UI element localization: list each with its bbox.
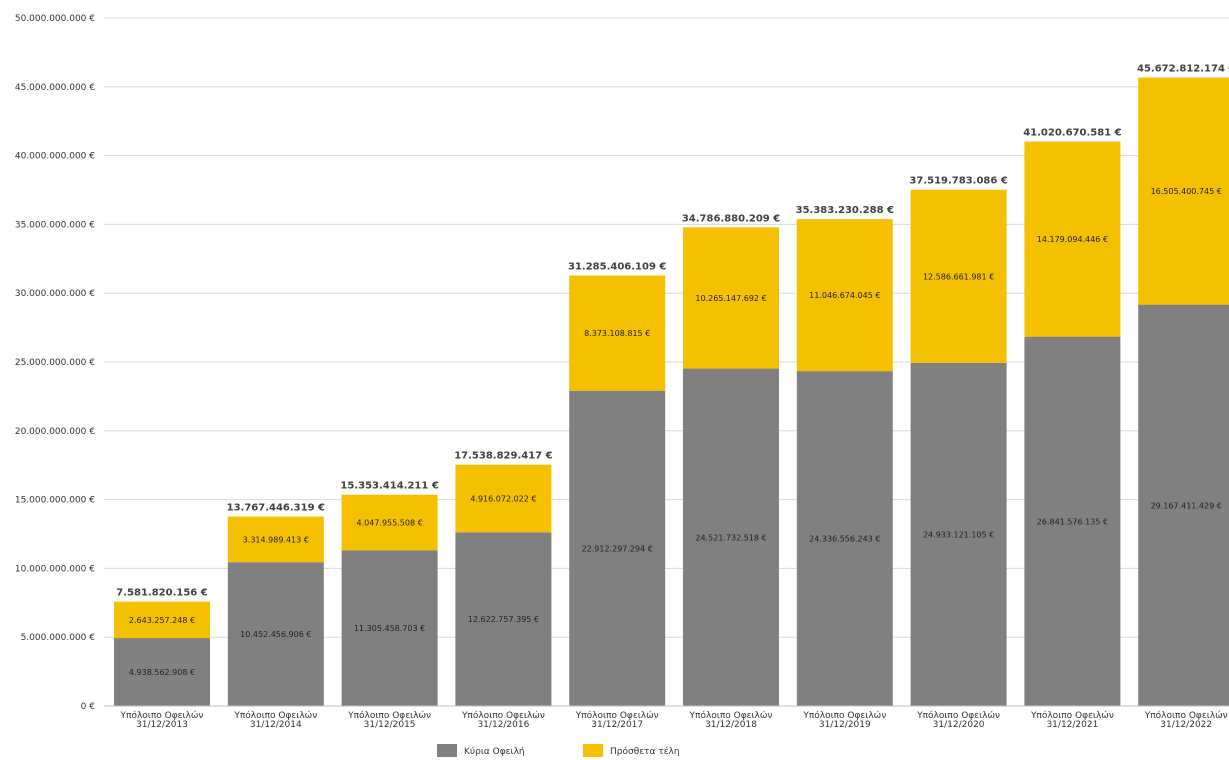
bar-total-label: 17.538.829.417 € — [454, 451, 552, 462]
y-axis: 0 € 5.000.000.000 € 10.000.000.000 € 15.000… — [15, 14, 95, 712]
y-tick-label: 0 € — [81, 702, 96, 712]
x-tick-label-date: 31/12/2016 — [477, 720, 529, 730]
x-tick-label: Υπόλοιπο Οφειλών — [916, 710, 1000, 721]
segment-value-label: 11.046.674.045 € — [809, 291, 880, 300]
x-tick-label-date: 31/12/2021 — [1046, 720, 1098, 730]
segment-value-label: 12.622.757.395 € — [468, 615, 539, 624]
x-tick-label-date: 31/12/2019 — [819, 720, 871, 730]
x-tick-label: Υπόλοιπο Οφειλών — [689, 710, 773, 721]
x-tick-label-date: 31/12/2015 — [364, 720, 416, 730]
segment-value-label: 10.265.147.692 € — [695, 294, 766, 303]
bars: 4.938.562.908 € 2.643.257.248 € 7.581.820.… — [114, 64, 1229, 706]
y-tick-label: 10.000.000.000 € — [15, 564, 95, 574]
y-tick-label: 50.000.000.000 € — [15, 14, 95, 24]
segment-value-label: 2.643.257.248 € — [129, 616, 195, 625]
x-tick-label-date: 31/12/2022 — [1160, 720, 1212, 730]
x-tick-label: Υπόλοιπο Οφειλών — [1144, 710, 1228, 721]
bar-total-label: 41.020.670.581 € — [1023, 128, 1121, 139]
legend-label: Πρόσθετα τέλη — [610, 746, 680, 757]
x-tick-label: Υπόλοιπο Οφειλών — [802, 710, 886, 721]
bar-segment-surcharges — [569, 275, 666, 391]
y-tick-label: 25.000.000.000 € — [15, 358, 95, 368]
bar-segment-principal — [1024, 336, 1121, 706]
bar-total-label: 15.353.414.211 € — [340, 481, 438, 492]
segment-value-label: 12.586.661.981 € — [923, 272, 994, 281]
bar-total-label: 34.786.880.209 € — [682, 213, 780, 224]
legend-swatch — [437, 744, 457, 757]
y-tick-label: 30.000.000.000 € — [15, 289, 95, 299]
segment-value-label: 29.167.411.429 € — [1151, 501, 1222, 510]
segment-value-label: 24.521.732.518 € — [695, 533, 766, 542]
bar-segment-surcharges — [796, 219, 893, 372]
bar-segment-principal — [683, 368, 779, 706]
segment-value-label: 26.841.576.135 € — [1037, 517, 1108, 526]
bar-segment-surcharges — [455, 464, 552, 533]
bar-segment-principal — [569, 390, 666, 706]
bar-total-label: 13.767.446.319 € — [227, 503, 325, 514]
bar-segment-surcharges — [910, 189, 1007, 363]
bar-segment-surcharges — [114, 601, 210, 639]
x-tick-label: Υπόλοιπο Οφειλών — [347, 710, 431, 721]
y-tick-label: 45.000.000.000 € — [15, 83, 95, 93]
bar-segment-principal — [910, 362, 1007, 706]
y-tick-label: 5.000.000.000 € — [21, 633, 96, 643]
bar-segment-principal — [455, 532, 552, 706]
x-tick-label: Υπόλοιπο Οφειλών — [120, 710, 204, 721]
segment-value-label: 24.933.121.105 € — [923, 530, 994, 539]
segment-value-label: 22.912.297.294 € — [582, 544, 653, 553]
bar-total-label: 35.383.230.288 € — [796, 205, 894, 216]
bar-segment-surcharges — [227, 516, 324, 563]
segment-value-label: 4.916.072.022 € — [470, 494, 536, 503]
bar-total-label: 45.672.812.174 € — [1137, 64, 1229, 75]
bar-segment-principal — [114, 638, 210, 706]
bar-segment-principal — [227, 562, 324, 706]
segment-value-label: 4.938.562.908 € — [129, 668, 195, 677]
x-tick-label: Υπόλοιπο Οφειλών — [461, 710, 545, 721]
y-tick-label: 35.000.000.000 € — [15, 220, 95, 230]
bar-segment-principal — [341, 550, 438, 706]
segment-value-label: 10.452.456.906 € — [240, 630, 311, 639]
bar-segment-principal — [1138, 304, 1229, 706]
x-tick-label: Υπόλοιπο Οφειλών — [575, 710, 659, 721]
bar-segment-surcharges — [1024, 141, 1121, 337]
bar-segment-surcharges — [683, 227, 779, 369]
x-tick-label: Υπόλοιπο Οφειλών — [1030, 710, 1114, 721]
legend: Κύρια Οφειλή Πρόσθετα τέλη — [437, 744, 680, 757]
segment-value-label: 24.336.556.243 € — [809, 535, 880, 544]
bar-segment-surcharges — [341, 494, 438, 551]
legend-swatch — [583, 744, 603, 757]
bar-segment-surcharges — [1138, 77, 1229, 305]
segment-value-label: 14.179.094.446 € — [1037, 235, 1108, 244]
x-tick-label-date: 31/12/2014 — [250, 720, 302, 730]
y-tick-label: 40.000.000.000 € — [15, 152, 95, 162]
y-tick-label: 15.000.000.000 € — [15, 496, 95, 506]
x-tick-label-date: 31/12/2020 — [933, 720, 985, 730]
segment-value-label: 16.505.400.745 € — [1151, 187, 1222, 196]
segment-value-label: 8.373.108.815 € — [584, 329, 650, 338]
bar-segment-principal — [796, 371, 893, 706]
bar-total-label: 31.285.406.109 € — [568, 262, 666, 273]
segment-value-label: 3.314.989.413 € — [243, 535, 309, 544]
x-tick-label-date: 31/12/2017 — [591, 720, 643, 730]
segment-value-label: 11.305.458.703 € — [354, 624, 425, 633]
x-tick-label-date: 31/12/2018 — [705, 720, 757, 730]
x-tick-label-date: 31/12/2013 — [136, 720, 188, 730]
bar-total-label: 7.581.820.156 € — [116, 588, 207, 599]
segment-value-label: 4.047.955.508 € — [357, 519, 423, 528]
y-tick-label: 20.000.000.000 € — [15, 427, 95, 437]
bar-total-label: 37.519.783.086 € — [909, 176, 1007, 187]
legend-label: Κύρια Οφειλή — [464, 746, 525, 757]
x-tick-label: Υπόλοιπο Οφειλών — [233, 710, 317, 721]
